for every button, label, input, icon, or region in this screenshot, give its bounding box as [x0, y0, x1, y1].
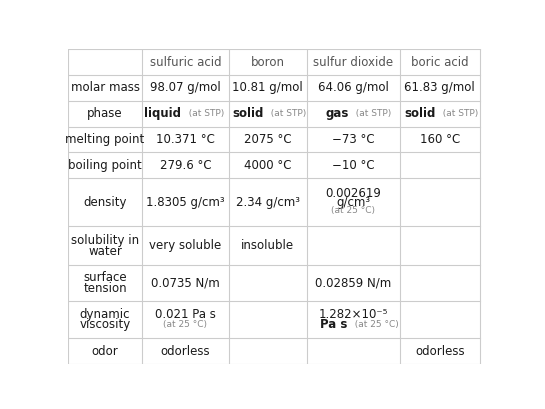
Text: solid: solid — [404, 107, 436, 120]
Text: 64.06 g/mol: 64.06 g/mol — [318, 81, 389, 94]
Text: phase: phase — [87, 107, 123, 120]
Text: odorless: odorless — [161, 345, 210, 357]
Text: (at STP): (at STP) — [350, 109, 391, 118]
Text: very soluble: very soluble — [149, 239, 221, 252]
Text: 0.02859 N/m: 0.02859 N/m — [315, 276, 391, 290]
Text: gas: gas — [325, 107, 349, 120]
Text: −73 °C: −73 °C — [332, 133, 374, 146]
Text: 4000 °C: 4000 °C — [244, 159, 292, 172]
Text: 0.0735 N/m: 0.0735 N/m — [151, 276, 220, 290]
Text: viscosity: viscosity — [80, 318, 131, 331]
Text: 10.81 g/mol: 10.81 g/mol — [232, 81, 303, 94]
Text: (at 25 °C): (at 25 °C) — [331, 206, 375, 215]
Text: 1.8305 g/cm³: 1.8305 g/cm³ — [146, 196, 225, 209]
Text: boric acid: boric acid — [411, 56, 469, 68]
Text: odor: odor — [92, 345, 118, 357]
Text: (at STP): (at STP) — [265, 109, 307, 118]
Text: solubility in: solubility in — [71, 234, 139, 247]
Text: (at 25 °C): (at 25 °C) — [349, 320, 398, 329]
Text: sulfur dioxide: sulfur dioxide — [313, 56, 393, 68]
Text: boron: boron — [251, 56, 284, 68]
Text: sulfuric acid: sulfuric acid — [149, 56, 221, 68]
Text: 98.07 g/mol: 98.07 g/mol — [150, 81, 221, 94]
Text: (at STP): (at STP) — [183, 109, 224, 118]
Text: 2075 °C: 2075 °C — [244, 133, 292, 146]
Text: Pa s: Pa s — [320, 318, 347, 331]
Text: −10 °C: −10 °C — [332, 159, 374, 172]
Text: density: density — [83, 196, 127, 209]
Text: water: water — [88, 245, 122, 258]
Text: 0.002619: 0.002619 — [325, 187, 381, 200]
Text: surface: surface — [83, 271, 127, 284]
Text: 2.34 g/cm³: 2.34 g/cm³ — [235, 196, 300, 209]
Text: melting point: melting point — [65, 133, 145, 146]
Text: (at 25 °C): (at 25 °C) — [164, 320, 207, 329]
Text: boiling point: boiling point — [68, 159, 142, 172]
Text: 160 °C: 160 °C — [420, 133, 460, 146]
Text: tension: tension — [83, 282, 127, 295]
Text: molar mass: molar mass — [71, 81, 140, 94]
Text: liquid: liquid — [144, 107, 181, 120]
Text: 10.371 °C: 10.371 °C — [156, 133, 215, 146]
Text: insoluble: insoluble — [241, 239, 294, 252]
Text: 61.83 g/mol: 61.83 g/mol — [404, 81, 475, 94]
Text: 1.282×10⁻⁵: 1.282×10⁻⁵ — [318, 308, 388, 321]
Text: 279.6 °C: 279.6 °C — [160, 159, 211, 172]
Text: solid: solid — [232, 107, 264, 120]
Text: dynamic: dynamic — [80, 308, 130, 321]
Text: odorless: odorless — [415, 345, 465, 357]
Text: g/cm³: g/cm³ — [336, 196, 370, 209]
Text: (at STP): (at STP) — [437, 109, 479, 118]
Text: 0.021 Pa s: 0.021 Pa s — [155, 308, 216, 321]
